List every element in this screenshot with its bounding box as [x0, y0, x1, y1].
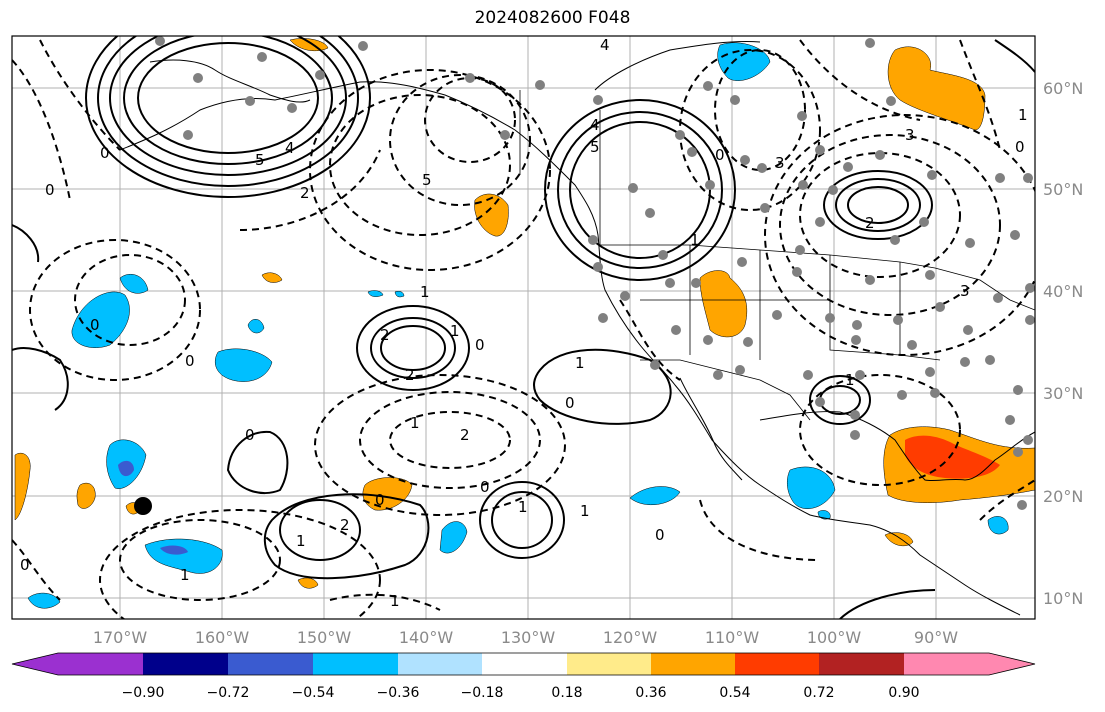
colorbar-segment	[398, 653, 482, 675]
longitude-label: 150°W	[297, 628, 352, 647]
positive-shading	[14, 38, 1035, 589]
contour-label: 0	[245, 426, 255, 444]
colorbar-tick-label: 0.18	[551, 685, 582, 701]
longitude-label: 140°W	[399, 628, 454, 647]
solid-contours	[12, 36, 1035, 619]
latitude-label: 60°N	[1043, 79, 1083, 98]
colorbar-tick-label: −0.36	[377, 685, 420, 701]
contour-label: 1	[410, 414, 420, 432]
colorbar-segment	[228, 653, 313, 675]
colorbar-segment	[567, 653, 651, 675]
longitude-labels: 170°W 160°W 150°W 140°W 130°W 120°W 110°…	[93, 628, 958, 647]
contour-label: 2	[460, 426, 470, 444]
contour-label: 4	[600, 36, 610, 54]
colorbar: −0.90 −0.72 −0.54 −0.36 −0.18 0.18 0.36 …	[11, 652, 1036, 701]
contour-label: 5	[590, 138, 600, 156]
contour-label: 2	[380, 326, 390, 344]
colorbar-segment	[904, 653, 989, 675]
longitude-label: 130°W	[501, 628, 556, 647]
colorbar-segment	[735, 653, 819, 675]
colorbar-segment	[819, 653, 904, 675]
contour-label: 1	[450, 322, 460, 340]
contour-label: 1	[580, 502, 590, 520]
colorbar-tick-label: −0.90	[122, 685, 165, 701]
contour-label: 4	[590, 116, 600, 134]
contour-label: 0	[715, 146, 725, 164]
colorbar-tick-label: 0.72	[803, 685, 834, 701]
contour-label: 1	[845, 371, 855, 389]
contour-label: 2	[340, 516, 350, 534]
map-background	[12, 36, 1035, 619]
station-markers	[155, 36, 1035, 510]
longitude-label: 90°W	[914, 628, 958, 647]
contour-label: 2	[300, 184, 310, 202]
colorbar-segment	[58, 653, 143, 675]
contour-label: 0	[90, 316, 100, 334]
contour-label: 1	[690, 231, 700, 249]
contour-label: 0	[565, 394, 575, 412]
colorbar-tick-label: −0.18	[461, 685, 504, 701]
latitude-label: 10°N	[1043, 589, 1083, 608]
plot-title: 2024082600 F048	[474, 8, 631, 28]
contour-label: 0	[375, 491, 385, 509]
colorbar-segment	[651, 653, 735, 675]
colorbar-segment	[313, 653, 398, 675]
colorbar-segment	[989, 653, 1035, 675]
latitude-label: 50°N	[1043, 180, 1083, 199]
contour-label: 3	[905, 126, 915, 144]
longitude-label: 120°W	[603, 628, 658, 647]
colorbar-segment	[482, 653, 567, 675]
contour-label: 0	[475, 336, 485, 354]
contour-label: 0	[45, 181, 55, 199]
colorbar-segment	[12, 653, 58, 675]
contour-labels: 0 0 5 4 2 5 2 1 0 1 2 2 1 1 1 2 0 1 0 1 …	[20, 36, 1028, 610]
longitude-label: 110°W	[705, 628, 760, 647]
latitude-label: 40°N	[1043, 282, 1083, 301]
latitude-label: 30°N	[1043, 384, 1083, 403]
contour-label: 1	[296, 532, 306, 550]
map-frame	[11, 35, 1036, 620]
colorbar-tick-label: 0.36	[635, 685, 666, 701]
storm-center-marker	[134, 497, 152, 515]
contour-label: 1	[420, 283, 430, 301]
contour-label: 4	[285, 139, 295, 157]
latitude-labels: 60°N 50°N 40°N 30°N 20°N 10°N	[1043, 79, 1083, 608]
colorbar-segment	[143, 653, 228, 675]
dashed-contours	[12, 39, 1035, 619]
contour-label: 2	[405, 366, 415, 384]
longitude-label: 160°W	[195, 628, 250, 647]
contour-label: 0	[480, 478, 490, 496]
contour-label: 1	[180, 566, 190, 584]
colorbar-tick-label: −0.54	[292, 685, 335, 701]
contour-label: 1	[518, 498, 528, 516]
contour-label: 2	[865, 214, 875, 232]
strong-negative-shading	[118, 460, 188, 555]
contour-label: 1	[575, 354, 585, 372]
colorbar-tick-label: 0.54	[719, 685, 750, 701]
contour-label: 1	[1018, 106, 1028, 124]
negative-shading	[27, 42, 1009, 609]
contour-label: 3	[775, 154, 785, 172]
contour-label: 5	[255, 151, 265, 169]
longitude-label: 170°W	[93, 628, 148, 647]
contour-label: 0	[185, 352, 195, 370]
longitude-label: 100°W	[807, 628, 862, 647]
colorbar-tick-label: 0.90	[888, 685, 919, 701]
colorbar-tick-label: −0.72	[207, 685, 250, 701]
coastlines	[119, 41, 1035, 616]
strong-positive-shading	[905, 435, 1000, 479]
contour-label: 0	[1015, 138, 1025, 156]
contour-label: 3	[960, 282, 970, 300]
contour-label: 0	[100, 144, 110, 162]
contour-label: 5	[422, 171, 432, 189]
latitude-label: 20°N	[1043, 487, 1083, 506]
contour-label: 1	[390, 592, 400, 610]
contour-label: 0	[655, 526, 665, 544]
contour-label: 0	[20, 556, 30, 574]
